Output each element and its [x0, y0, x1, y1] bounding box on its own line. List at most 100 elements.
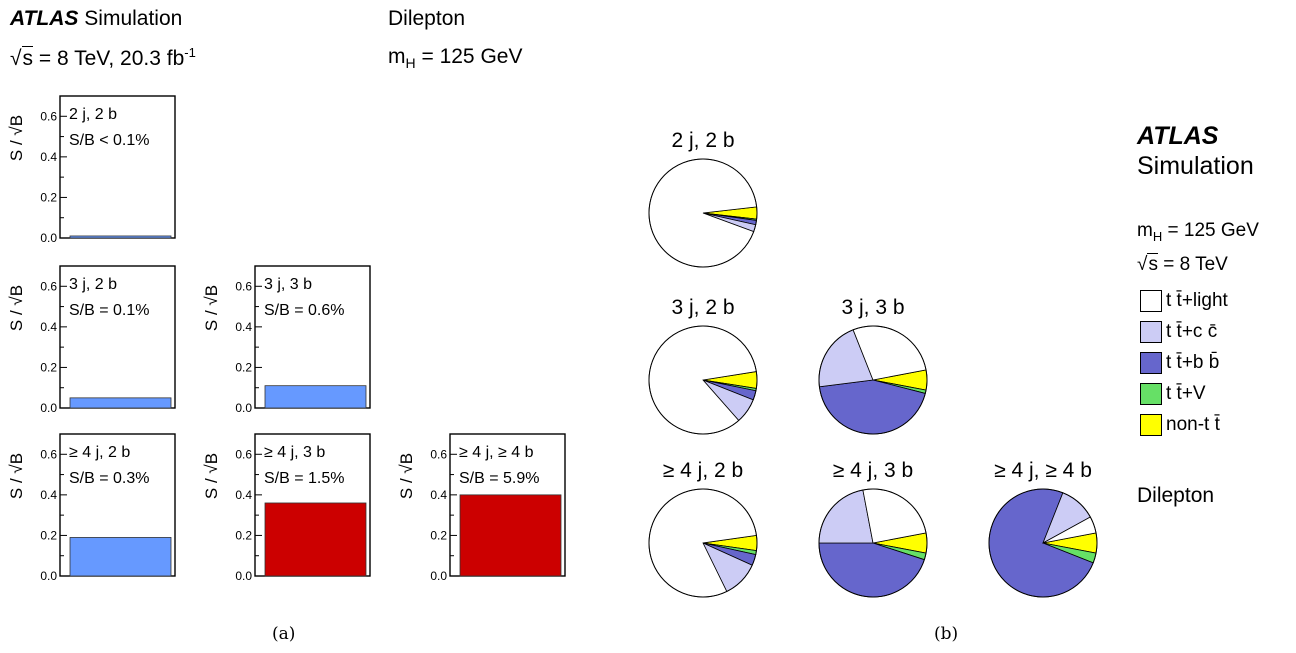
- y-tick-label: 0.0: [430, 569, 447, 583]
- pie-outline: [818, 488, 928, 598]
- bar: [69, 235, 172, 239]
- pie-chart-panel: 2 j, 2 b 3 j, 2 b 3 j, 3 b ≥ 4 j, 2 b ≥ 4 j,…: [648, 129, 1098, 598]
- bar: [459, 494, 562, 577]
- bar-subplot: 0.0 0.2 0.4 0.6 S / √B 3 j, 3 b S/B = 0.6%: [202, 265, 371, 415]
- y-tick-label: 0.0: [40, 401, 57, 415]
- caption-b: (b): [934, 624, 959, 644]
- pie-title: ≥ 4 j, 2 b: [663, 459, 743, 482]
- bar-chart-panel: 0.00.20.40.6S / √B2 j, 2 bS/B < 0.1%0.00…: [7, 95, 566, 583]
- pie-slice: [862, 488, 927, 544]
- header-atlas-simulation: ATLAS Simulation: [10, 6, 182, 32]
- bar: [264, 385, 367, 409]
- y-tick-label: 0.2: [430, 528, 447, 542]
- legend-swatch: [1140, 383, 1162, 405]
- mass-symbol: m: [388, 45, 406, 68]
- legend-label: non-t t̄: [1166, 414, 1220, 435]
- legend-swatch: [1140, 414, 1162, 436]
- y-tick-label: 0.4: [235, 320, 252, 334]
- legend-mass-value: = 125 GeV: [1167, 220, 1259, 241]
- legend-atlas-label: ATLAS: [1137, 122, 1219, 150]
- legend-swatch: [1140, 290, 1162, 312]
- legend-label: t t̄+b b̄: [1166, 352, 1220, 373]
- legend-energy-text: = 8 TeV: [1163, 254, 1228, 275]
- pie-title: 3 j, 3 b: [841, 296, 904, 319]
- region-label: ≥ 4 j, 3 b: [264, 444, 325, 461]
- legend-mass-symbol: m: [1137, 220, 1153, 241]
- y-tick-label: 0.2: [235, 360, 252, 374]
- y-tick-label: 0.2: [40, 190, 57, 204]
- pie: 3 j, 2 b: [648, 296, 758, 435]
- legend-mass-subscript: H: [1152, 228, 1163, 244]
- y-tick-label: 0.0: [235, 569, 252, 583]
- pie-title: ≥ 4 j, ≥ 4 b: [994, 459, 1092, 482]
- sb-label: S/B = 0.6%: [264, 302, 345, 319]
- legend-sqrt-s-symbol: √s: [1137, 253, 1158, 275]
- y-tick-label: 0.0: [40, 231, 57, 245]
- sb-label: S/B = 1.5%: [264, 470, 345, 487]
- header-channel: Dilepton: [388, 7, 466, 30]
- legend-item: t t̄+c c̄: [1140, 318, 1228, 346]
- lumi-exponent: -1: [184, 45, 196, 60]
- pie-outline: [818, 325, 928, 435]
- energy-lumi-text: = 8 TeV, 20.3 fb: [38, 47, 185, 70]
- sb-label: S/B = 0.1%: [69, 302, 150, 319]
- pie-title: 2 j, 2 b: [671, 129, 734, 152]
- bar-subplot: 0.0 0.2 0.4 0.6 S / √B ≥ 4 j, 2 b S/B = 0.3%: [7, 433, 176, 583]
- header-energy-lumi: √s = 8 TeV, 20.3 fb-1: [10, 40, 196, 72]
- pie-outline: [648, 325, 758, 435]
- y-tick-label: 0.6: [235, 279, 252, 293]
- y-tick-label: 0.6: [40, 109, 57, 123]
- region-label: 3 j, 3 b: [264, 276, 312, 293]
- pie: ≥ 4 j, ≥ 4 b: [988, 459, 1098, 598]
- y-tick-label: 0.6: [40, 279, 57, 293]
- y-axis-label: S / √B: [7, 453, 26, 499]
- legend-label: t t̄+V: [1166, 383, 1206, 404]
- bar: [69, 397, 172, 409]
- pie-title: 3 j, 2 b: [671, 296, 734, 319]
- sb-label: S/B = 0.3%: [69, 470, 150, 487]
- y-tick-label: 0.6: [40, 447, 57, 461]
- y-axis-label: S / √B: [7, 285, 26, 331]
- pie: ≥ 4 j, 2 b: [648, 459, 758, 598]
- y-tick-label: 0.6: [235, 447, 252, 461]
- pie-outline: [648, 158, 758, 268]
- mass-value: = 125 GeV: [421, 45, 523, 68]
- legend-label: t t̄+c c̄: [1166, 321, 1218, 342]
- y-axis-label: S / √B: [202, 285, 221, 331]
- bar: [69, 537, 172, 577]
- pie: 2 j, 2 b: [648, 129, 758, 268]
- legend-mass: mH = 125 GeV: [1137, 218, 1259, 250]
- sb-label: S/B = 5.9%: [459, 470, 540, 487]
- region-label: 3 j, 2 b: [69, 276, 117, 293]
- y-tick-label: 0.4: [40, 150, 57, 164]
- legend: t t̄+light t t̄+c c̄ t t̄+b b̄ t t̄+V non-t …: [1140, 287, 1228, 442]
- region-label: ≥ 4 j, ≥ 4 b: [459, 444, 534, 461]
- region-label: ≥ 4 j, 2 b: [69, 444, 130, 461]
- y-tick-label: 0.2: [40, 360, 57, 374]
- bar-subplot: 0.0 0.2 0.4 0.6 S / √B 3 j, 2 b S/B = 0.1%: [7, 265, 176, 415]
- legend-item: t t̄+b b̄: [1140, 349, 1228, 377]
- legend-channel: Dilepton: [1137, 484, 1215, 507]
- simulation-label: Simulation: [84, 7, 183, 30]
- legend-swatch: [1140, 352, 1162, 374]
- atlas-label: ATLAS: [10, 7, 79, 30]
- y-tick-label: 0.0: [40, 569, 57, 583]
- bar: [264, 502, 367, 577]
- legend-simulation-label: Simulation: [1137, 152, 1254, 180]
- pie: ≥ 4 j, 3 b: [818, 459, 928, 598]
- y-tick-label: 0.4: [40, 488, 57, 502]
- y-axis-label: S / √B: [397, 453, 416, 499]
- y-tick-label: 0.0: [235, 401, 252, 415]
- region-label: 2 j, 2 b: [69, 106, 117, 123]
- y-tick-label: 0.4: [40, 320, 57, 334]
- legend-label: t t̄+light: [1166, 290, 1228, 311]
- mass-subscript: H: [405, 55, 416, 72]
- pie-outline: [648, 488, 758, 598]
- y-tick-label: 0.4: [235, 488, 252, 502]
- legend-swatch: [1140, 321, 1162, 343]
- y-axis-label: S / √B: [7, 115, 26, 161]
- sb-label: S/B < 0.1%: [69, 132, 150, 149]
- y-tick-label: 0.2: [235, 528, 252, 542]
- y-tick-label: 0.6: [430, 447, 447, 461]
- bar-subplot: 0.0 0.2 0.4 0.6 S / √B 2 j, 2 b S/B < 0.1%: [7, 95, 176, 245]
